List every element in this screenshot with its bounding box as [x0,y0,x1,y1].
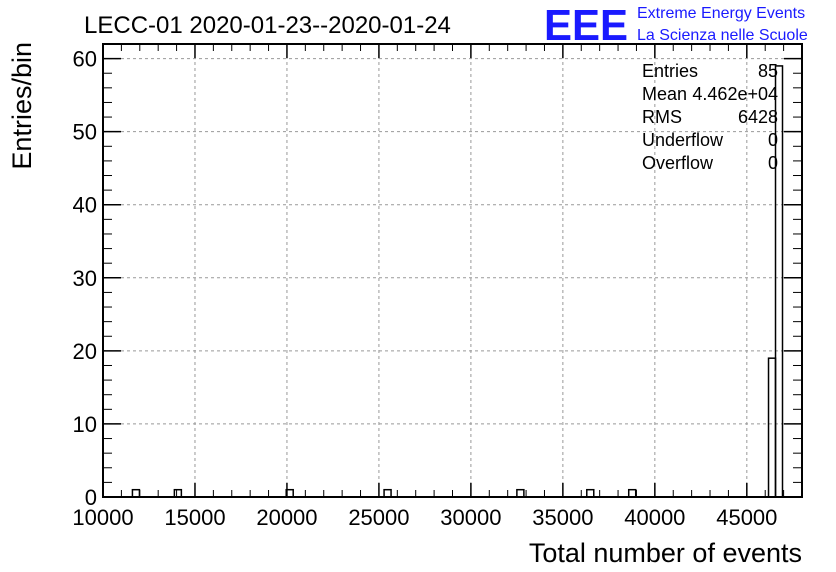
x-axis-title: Total number of events [529,538,802,568]
histogram-bin [516,488,525,498]
stats-box: Entries 85 Mean 4.462e+04 RMS 6428 Underflow 0 O… [642,61,778,173]
histogram-bin [586,488,595,498]
stats-label: Underflow [642,130,724,150]
stats-label: RMS [642,107,682,127]
y-tick-label: 60 [73,47,97,72]
histogram-bin [131,488,141,498]
y-tick-labels: 0 10 20 30 40 50 60 [73,47,97,510]
x-tick-labels: 10000 15000 20000 25000 30000 35000 40000 45000 [72,505,777,530]
stats-value: 85 [758,61,778,81]
chart-title: LECC-01 2020-01-23--2020-01-24 [84,12,451,39]
histogram-bin [767,357,777,498]
stats-label: Overflow [642,153,714,173]
y-tick-label: 10 [73,412,97,437]
stats-label: Entries [642,61,698,81]
stats-value: 0 [768,153,778,173]
axis-ticks [102,43,803,498]
y-tick-label: 30 [73,266,97,291]
y-tick-label: 0 [85,485,97,510]
logo-line1: Extreme Energy Events [637,5,805,22]
stats-label: Mean [642,84,687,104]
grid-lines [103,44,802,497]
stats-value: 0 [768,130,778,150]
y-axis-title: Entries/bin [7,42,37,170]
x-tick-label: 30000 [440,505,501,530]
y-tick-label: 50 [73,120,97,145]
x-tick-label: 15000 [164,505,225,530]
stats-value: 4.462e+04 [692,84,778,104]
histogram-bin [383,488,392,498]
logo-letters: EEE [544,1,628,50]
histogram-bin [173,488,183,498]
eee-logo: EEE Extreme Energy Events La Scienza nel… [544,1,808,50]
logo-line2: La Scienza nelle Scuole [637,27,808,44]
x-tick-label: 10000 [72,505,133,530]
plot-frame [102,43,803,498]
x-tick-label: 40000 [624,505,685,530]
histogram-bin [627,488,637,498]
y-tick-label: 40 [73,193,97,218]
x-tick-label: 25000 [348,505,409,530]
x-tick-label: 45000 [716,505,777,530]
stats-value: 6428 [738,107,778,127]
y-tick-label: 20 [73,339,97,364]
x-tick-label: 35000 [532,505,593,530]
x-tick-label: 20000 [256,505,317,530]
